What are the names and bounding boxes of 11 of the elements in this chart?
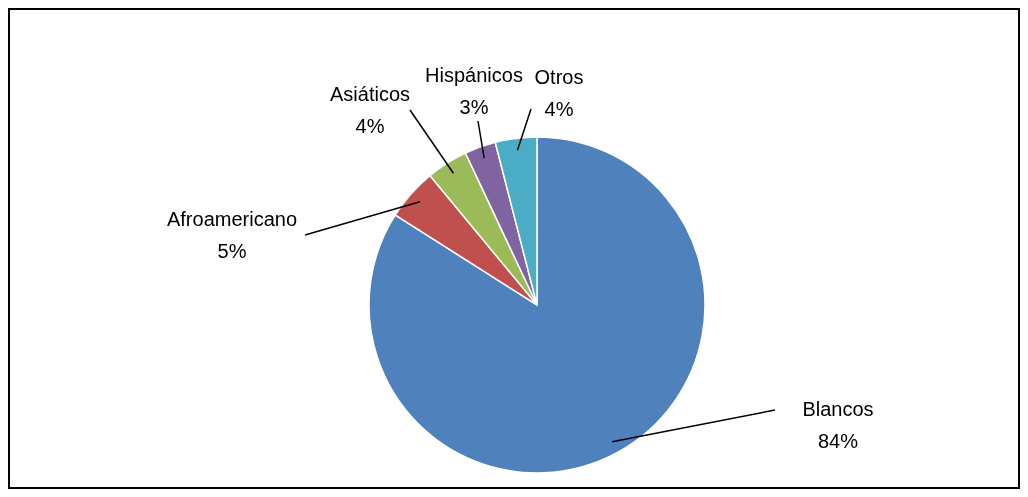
slice-label: Asiáticos	[329, 83, 411, 105]
pie-slice	[368, 136, 706, 474]
data-label: 4%	[544, 98, 574, 120]
slice-label: Afroamericano	[166, 208, 298, 230]
slice-label: Hispánicos	[425, 64, 523, 86]
data-label: 4%	[355, 115, 385, 137]
slice-label: Otros	[534, 66, 584, 88]
data-label: 84%	[817, 430, 859, 452]
data-label: 5%	[217, 240, 247, 262]
slice-label: Blancos	[802, 398, 874, 420]
data-label: 3%	[459, 96, 489, 118]
